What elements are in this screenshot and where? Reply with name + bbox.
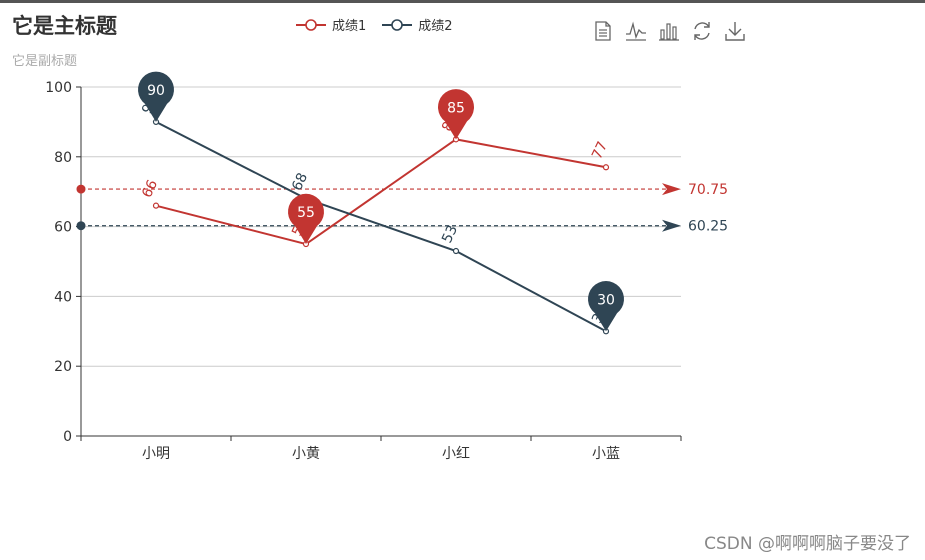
bar-chart-icon [659,23,679,41]
series-line [155,138,607,246]
data-label: 66 [139,177,161,200]
restore-button[interactable] [691,20,713,42]
x-tick-label: 小红 [442,446,470,462]
restore-icon [694,22,710,40]
marker-pin [438,89,475,140]
marker-pin-label: 85 [447,100,465,116]
average-line-label: 60.25 [688,219,728,235]
average-line-arrow [662,183,681,196]
data-label: 53 [439,223,461,246]
average-line-start-dot [76,221,86,231]
y-tick-label: 80 [54,150,72,166]
line-chart-button[interactable] [625,20,647,42]
marker-pin-label: 55 [297,205,315,221]
data-view-button[interactable] [592,20,614,42]
marker-pin [588,281,625,332]
data-label: 77 [589,139,611,162]
chart-subtitle: 它是副标题 [12,54,78,69]
y-tick-label: 40 [54,289,72,305]
bar-chart-button[interactable] [658,20,680,42]
data-label: 68 [289,170,311,193]
chart-title: 它是主标题 [12,14,117,38]
download-button[interactable] [724,20,746,42]
legend: 成绩1 成绩2 [296,15,453,34]
line-chart-icon [626,21,646,41]
marker-pin [288,193,325,245]
y-tick-label: 0 [63,429,72,445]
legend-item-series2[interactable]: 成绩2 [382,15,453,34]
y-tick-label: 20 [54,359,72,375]
data-view-icon [595,21,611,41]
legend-series1-label: 成绩1 [332,19,367,34]
y-tick-label: 60 [54,220,72,236]
series-line [155,121,607,333]
toolbox [592,20,746,42]
marker-pin-label: 90 [147,83,165,99]
legend-series1-line-icon [296,18,326,31]
marker-pin-label: 30 [597,292,615,308]
average-line-label: 70.75 [688,182,728,198]
marker-pin [137,71,174,122]
x-tick-label: 小明 [142,446,170,462]
top-border [0,0,925,3]
legend-series2-line-icon [382,18,413,31]
download-icon [725,22,745,41]
data-point [602,164,610,171]
average-line-start-dot [76,184,86,194]
legend-item-series1[interactable]: 成绩1 [296,15,366,34]
watermark: CSDN @啊啊啊脑子要没了 [704,534,911,554]
x-tick-label: 小黄 [292,445,320,462]
data-point [452,247,460,255]
legend-series2-label: 成绩2 [418,19,453,34]
y-tick-label: 100 [45,80,72,96]
average-line-arrow [662,219,681,232]
data-point [152,202,160,209]
x-tick-label: 小蓝 [592,446,620,462]
